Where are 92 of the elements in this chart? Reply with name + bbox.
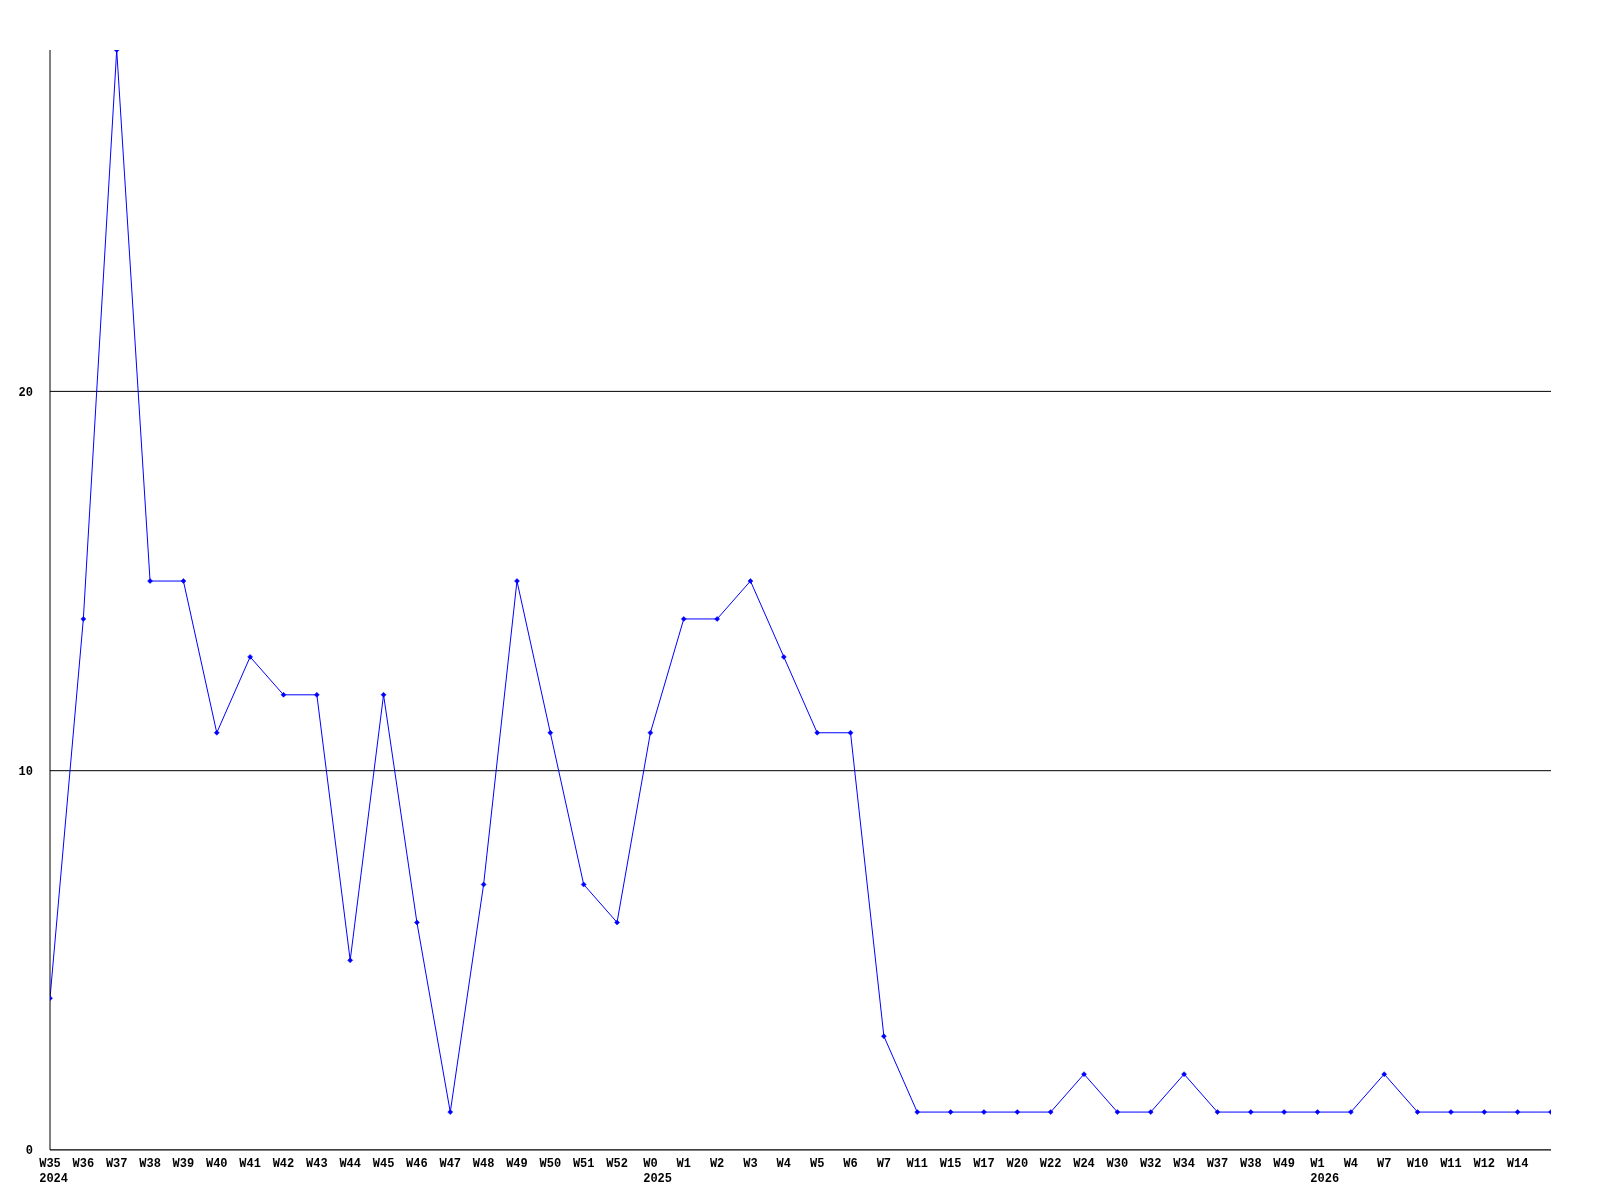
point (1214, 1109, 1221, 1115)
x-tick-label: W11 (1440, 1157, 1462, 1171)
point (447, 1109, 454, 1115)
x-tick-label: W36 (72, 1157, 95, 1171)
x-tick-label: W47 (439, 1157, 462, 1171)
x-tick-label: W32 (1139, 1157, 1162, 1171)
point (647, 730, 654, 736)
x-tick-label: W5 (809, 1157, 825, 1171)
point (180, 578, 187, 584)
point (1514, 1109, 1521, 1115)
x-tick-label: W15 (939, 1157, 962, 1171)
point (380, 692, 387, 698)
point (781, 654, 787, 660)
x-tick-label: W7 (1377, 1157, 1392, 1171)
point (881, 1033, 887, 1039)
x-tick-label: W51 (572, 1157, 595, 1171)
point (1448, 1109, 1454, 1115)
point (147, 578, 153, 584)
point (681, 616, 687, 622)
point (247, 654, 253, 660)
x-tick-label: W44 (339, 1157, 361, 1171)
x-tick-label: W45 (372, 1157, 395, 1171)
point (747, 578, 754, 584)
y-tick-label: 10 (18, 764, 33, 779)
point (614, 919, 620, 926)
point (280, 692, 287, 698)
x-tick-label: W3 (743, 1157, 758, 1171)
point (1114, 1109, 1121, 1115)
x-tick-label: W41 (239, 1157, 261, 1171)
x-tick-label: W1 (676, 1157, 691, 1171)
point (947, 1109, 954, 1115)
x-tick-label: W39 (172, 1157, 195, 1171)
x-tick-label: W6 (843, 1157, 858, 1171)
point (1081, 1071, 1087, 1077)
point (1281, 1109, 1287, 1115)
x-tick-label: W17 (973, 1157, 995, 1171)
x-tick-label: W7 (876, 1157, 892, 1171)
point (1248, 1109, 1254, 1115)
x-tick-label: W35 2024 (39, 1157, 69, 1186)
x-tick-label: W12 (1473, 1157, 1496, 1171)
point (1314, 1109, 1321, 1115)
x-tick-label: W24 (1073, 1157, 1095, 1171)
x-tick-label: W38 (139, 1157, 161, 1171)
x-tick-label: W11 (906, 1157, 929, 1171)
point (1181, 1071, 1187, 1077)
x-tick-label: W4 (1343, 1157, 1359, 1171)
point (981, 1109, 987, 1115)
x-tick-label: W49 (506, 1157, 528, 1171)
x-tick-label: W43 (306, 1157, 328, 1171)
x-tick-label: W38 (1240, 1157, 1262, 1171)
point (1381, 1071, 1387, 1077)
point (847, 730, 854, 736)
point (1348, 1109, 1354, 1115)
point (580, 881, 587, 888)
x-tick-label: W0 2025 (643, 1157, 673, 1186)
point (547, 730, 554, 736)
y-tick-label: 0 (25, 1144, 33, 1159)
point (1481, 1109, 1488, 1115)
x-tick-label: W22 (1039, 1157, 1062, 1171)
y-tick-label: 20 (18, 385, 33, 400)
point (214, 730, 220, 736)
point (314, 692, 320, 698)
x-tick-label: W20 (1006, 1157, 1029, 1171)
x-tick-label: W10 (1406, 1157, 1429, 1171)
point (1047, 1109, 1054, 1115)
point (514, 578, 520, 584)
point (714, 616, 720, 622)
point (480, 881, 487, 888)
point (1414, 1109, 1421, 1115)
x-tick-label: W52 (606, 1157, 628, 1171)
x-tick-label: W46 (406, 1157, 428, 1171)
x-tick-label: W14 (1506, 1157, 1529, 1171)
point (814, 730, 820, 736)
point (80, 616, 87, 622)
x-tick-label: W30 (1106, 1157, 1129, 1171)
point (347, 957, 353, 964)
x-tick-label: W34 (1173, 1157, 1195, 1171)
point (414, 919, 420, 926)
x-tick-label: W48 (472, 1157, 495, 1171)
x-tick-label: W1 2026 (1310, 1157, 1340, 1186)
x-tick-label: W2 (709, 1157, 725, 1171)
x-tick-label: W4 (776, 1157, 792, 1171)
point (1014, 1109, 1021, 1115)
x-tick-label: W40 (205, 1157, 228, 1171)
point (1147, 1109, 1154, 1115)
x-tick-label: W50 (539, 1157, 562, 1171)
x-tick-label: W49 (1273, 1157, 1295, 1171)
line-series (50, 50, 1551, 1115)
x-tick-label: W37 (105, 1157, 128, 1171)
point (914, 1109, 920, 1115)
x-tick-label: W42 (272, 1157, 295, 1171)
x-tick-label: W37 (1206, 1157, 1229, 1171)
